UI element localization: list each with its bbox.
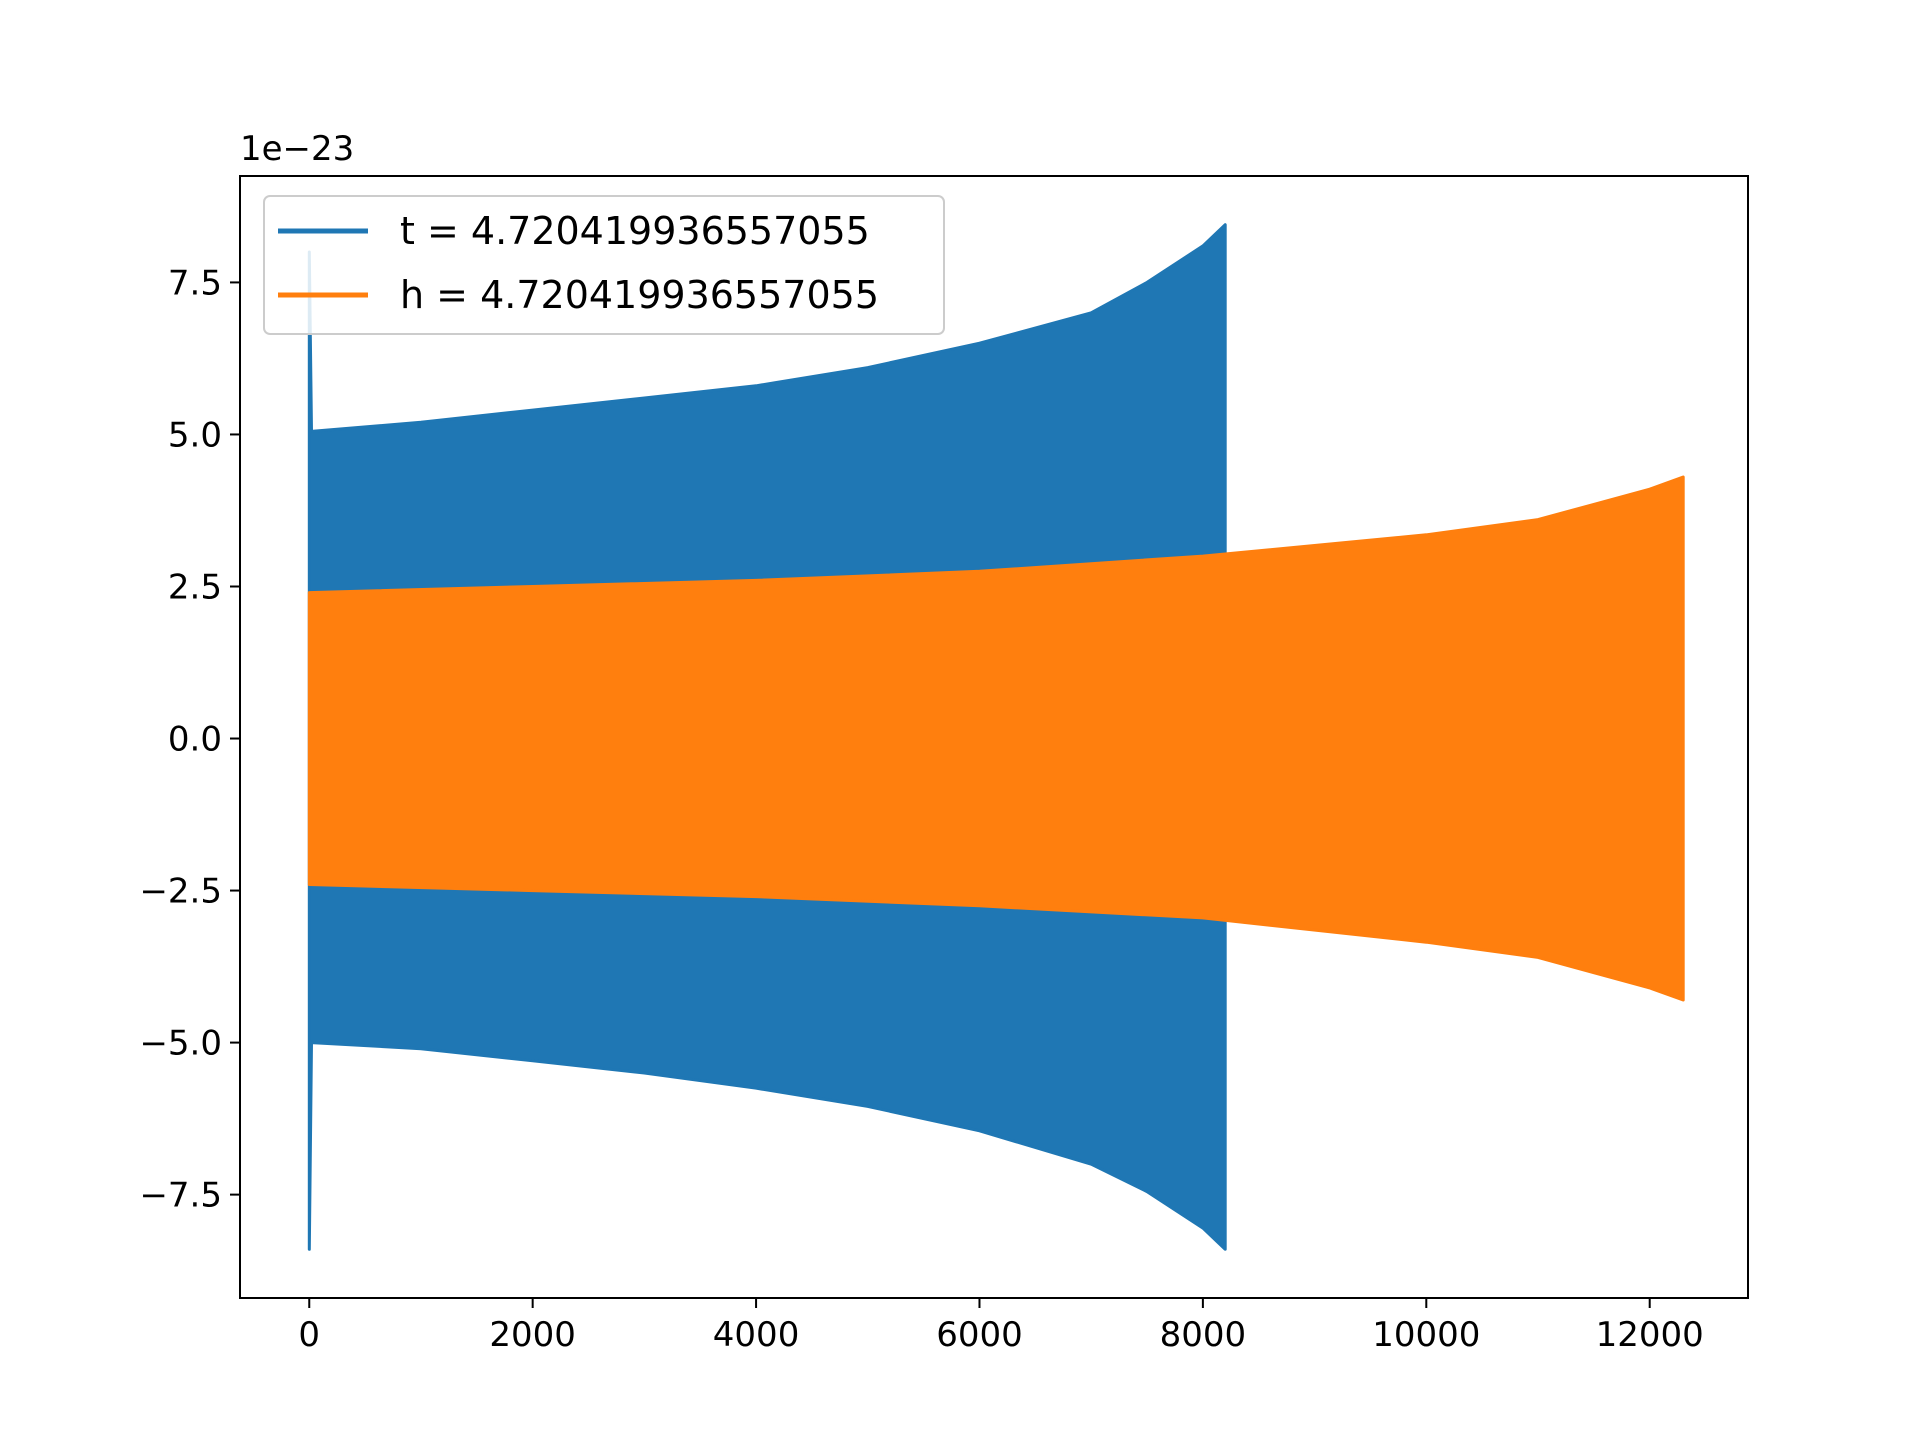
y-tick-label-2: −2.5 — [139, 872, 222, 912]
y-tick-label-4: 2.5 — [168, 567, 222, 607]
series-layer — [307, 223, 1685, 1251]
x-tick-label-0: 0 — [298, 1315, 320, 1355]
plot-frame — [239, 175, 1749, 1299]
legend-box — [263, 195, 945, 335]
x-tick-label-1: 2000 — [489, 1315, 576, 1355]
x-tick-label-3: 6000 — [936, 1315, 1023, 1355]
y-tick-label-0: −7.5 — [139, 1176, 222, 1216]
series-1-band — [307, 475, 1685, 1002]
legend: t = 4.720419936557055 h = 4.7204199365570… — [263, 195, 945, 335]
y-offset-label: 1e−23 — [240, 129, 354, 169]
x-tick-label-2: 4000 — [713, 1315, 800, 1355]
x-tick-label-5: 10000 — [1372, 1315, 1480, 1355]
y-tick-label-3: 0.0 — [168, 720, 222, 760]
x-axis: 0 2000 4000 6000 8000 10000 12000 — [298, 1298, 1704, 1355]
y-tick-label-6: 7.5 — [168, 263, 222, 303]
y-axis: −7.5 −5.0 −2.5 0.0 2.5 5.0 7.5 — [139, 263, 240, 1216]
y-tick-label-5: 5.0 — [168, 415, 222, 455]
legend-label-1: h = 4.720419936557055 — [400, 273, 879, 317]
legend-label-0: t = 4.720419936557055 — [400, 209, 870, 253]
y-tick-label-1: −5.0 — [139, 1024, 222, 1064]
x-tick-label-4: 8000 — [1160, 1315, 1247, 1355]
x-tick-label-6: 12000 — [1596, 1315, 1704, 1355]
